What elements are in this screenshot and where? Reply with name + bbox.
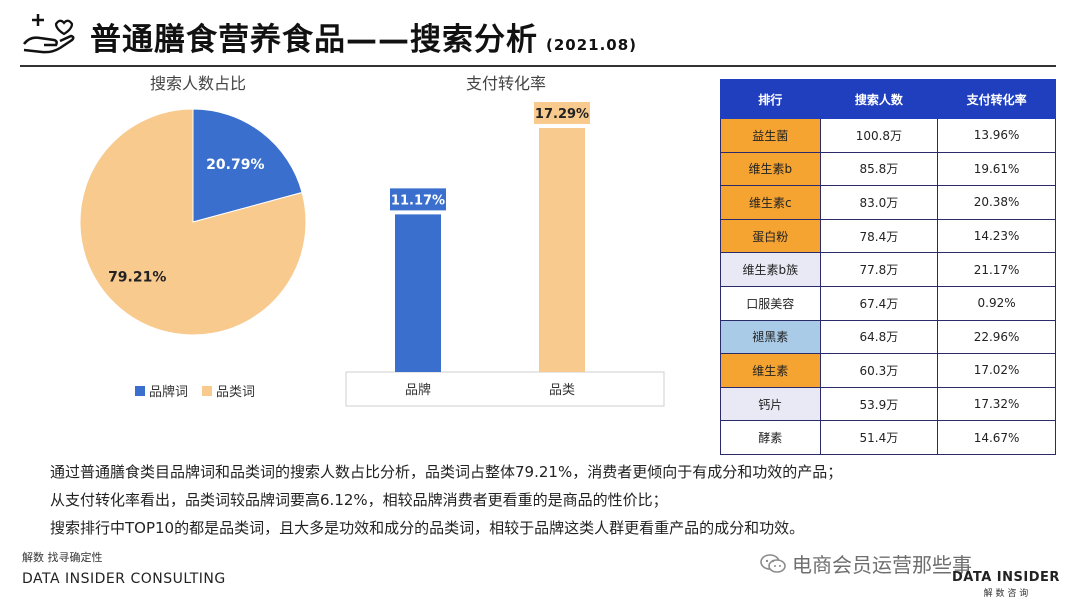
table-header-row: 排行 搜索人数 支付转化率 [720, 79, 1056, 119]
pie-chart: 20.79% 79.21% [79, 108, 307, 336]
table-row: 钙片 53.9万 17.32% [720, 386, 1056, 422]
cell-item-name: 维生素c [720, 185, 821, 220]
cell-item-name: 钙片 [720, 386, 821, 422]
table-row: 维生素b族 77.8万 21.17% [720, 252, 1056, 287]
header-rate: 支付转化率 [937, 79, 1056, 119]
table-row: 褪黑素 64.8万 22.96% [720, 319, 1056, 355]
bar-chart: 11.17% 品牌 17.29% 品类 [345, 102, 665, 407]
table-row: 维生素b 85.8万 19.61% [720, 151, 1056, 187]
legend-item-brand: 品牌词 [135, 381, 188, 400]
bar-label-bg-1 [534, 102, 590, 125]
bar-category-label-1: 品类 [549, 383, 575, 398]
bar-value-label-1: 17.29% [535, 107, 589, 122]
pie-title: 搜索人数占比 [150, 74, 247, 93]
table-row: 维生素 60.3万 17.02% [720, 353, 1056, 388]
pie-label-1: 79.21% [108, 269, 166, 285]
cell-item-name: 褪黑素 [720, 319, 821, 355]
cell-item-name: 维生素b族 [720, 252, 821, 287]
legend-label-brand: 品牌词 [149, 385, 189, 400]
header: 普通膳食营养食品——搜索分析 (2021.08) [0, 0, 1080, 68]
cell-conversion-rate: 14.23% [937, 218, 1056, 254]
cell-conversion-rate: 17.02% [937, 353, 1056, 388]
pie-label-0: 20.79% [206, 157, 264, 173]
table-row: 益生菌 100.8万 13.96% [720, 118, 1056, 153]
footer-company: DATA INSIDER CONSULTING [22, 571, 226, 587]
table-row: 口服美容 67.4万 0.92% [720, 285, 1056, 321]
cell-conversion-rate: 14.67% [937, 420, 1056, 455]
brand-logo: DATA INSIDER 解 数 咨 询 [952, 570, 1060, 599]
analysis-line-1: 通过普通膳食类目品牌词和品类词的搜索人数占比分析，品类词占整体79.21%，消费… [50, 463, 843, 481]
brand-name-cn: 解 数 咨 询 [983, 589, 1029, 599]
pie-slice-1 [79, 108, 307, 336]
ranking-table: 排行 搜索人数 支付转化率 益生菌 100.8万 13.96% 维生素b 85.8万 19… [720, 79, 1056, 455]
watermark: 电商会员运营那些事 [760, 549, 972, 578]
cell-search-count: 64.8万 [819, 319, 939, 355]
watermark-text: 电商会员运营那些事 [792, 553, 972, 577]
cell-item-name: 维生素b [720, 151, 821, 187]
footer-slogan: 解数 找寻确定性 [22, 551, 103, 564]
legend-item-category: 品类词 [202, 381, 255, 400]
bar-0 [395, 214, 441, 372]
cell-search-count: 53.9万 [819, 386, 939, 422]
pie-slice-0 [192, 108, 303, 223]
bar-label-bg-0 [390, 188, 446, 211]
header-rank: 排行 [720, 79, 821, 119]
cell-search-count: 77.8万 [819, 252, 939, 287]
cell-item-name: 酵素 [720, 420, 821, 455]
cell-conversion-rate: 20.38% [937, 185, 1056, 220]
bar-category-label-0: 品牌 [405, 382, 431, 398]
pie-legend: 品牌词 品类词 [135, 381, 255, 400]
cell-search-count: 83.0万 [819, 185, 939, 220]
cell-item-name: 蛋白粉 [720, 218, 821, 254]
cell-search-count: 60.3万 [819, 353, 939, 388]
analysis-line-2: 从支付转化率看出，品类词较品牌词要高6.12%，相较品牌消费者更看重的是商品的性… [50, 491, 668, 509]
cell-conversion-rate: 17.32% [937, 386, 1056, 422]
cell-search-count: 100.8万 [819, 118, 939, 153]
cell-conversion-rate: 19.61% [937, 151, 1056, 187]
analysis-line-3: 搜索排行中TOP10的都是品类词，且大多是功效和成分的品类词，相较于品牌这类人群… [50, 519, 805, 537]
cell-conversion-rate: 21.17% [937, 252, 1056, 287]
cell-conversion-rate: 13.96% [937, 118, 1056, 153]
cell-item-name: 口服美容 [720, 285, 821, 321]
cell-search-count: 51.4万 [819, 420, 939, 455]
brand-name-en: DATA INSIDER [952, 570, 1060, 585]
bar-value-label-0: 11.17% [391, 193, 445, 208]
legend-swatch-brand [135, 385, 145, 396]
wechat-icon [760, 553, 786, 573]
cell-conversion-rate: 22.96% [937, 319, 1056, 355]
cell-search-count: 67.4万 [819, 285, 939, 321]
legend-swatch-category [202, 385, 213, 396]
legend-label-category: 品类词 [216, 385, 256, 400]
analysis-text: 通过普通膳食类目品牌词和品类词的搜索人数占比分析，品类词占整体79.21%，消费… [50, 458, 842, 542]
title-divider [20, 65, 1056, 67]
cell-conversion-rate: 0.92% [937, 285, 1056, 321]
cell-search-count: 78.4万 [819, 218, 939, 254]
page-title: 普通膳食营养食品——搜索分析 (2021.08) [90, 22, 638, 58]
cell-search-count: 85.8万 [819, 151, 939, 187]
table-row: 蛋白粉 78.4万 14.23% [720, 218, 1056, 254]
header-search: 搜索人数 [819, 79, 939, 119]
table-row: 酵素 51.4万 14.67% [720, 420, 1056, 455]
report-date: (2021.08) [546, 36, 638, 54]
cell-item-name: 维生素 [720, 353, 821, 388]
bar-1 [539, 128, 585, 372]
bar-title: 支付转化率 [466, 74, 547, 93]
table-row: 维生素c 83.0万 20.38% [720, 185, 1056, 220]
cell-item-name: 益生菌 [720, 118, 821, 153]
bar-axis-frame [345, 371, 665, 407]
hand-heart-icon [23, 14, 75, 54]
